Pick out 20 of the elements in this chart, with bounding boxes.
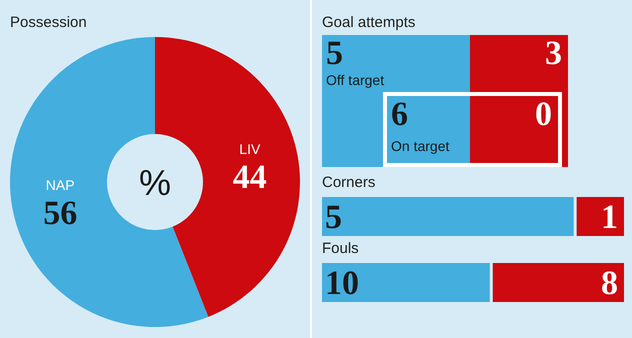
text: Goal attempts [322,14,416,31]
chart-title: Fouls [322,240,359,257]
data-label: 1 [601,199,618,236]
chart-title: Possession [10,14,87,31]
data-label: 44 [232,158,267,196]
donut-slice [10,37,208,327]
data-label: 6 [391,96,408,133]
data-label: 10 [325,265,359,302]
slice-label: NAP [46,177,75,194]
category-label: On target [391,138,450,154]
data-label: 5 [325,199,342,236]
slice-label: LIV [239,140,261,157]
data-label: 3 [545,35,562,72]
data-label: 0 [535,96,552,133]
data-label: 5 [326,35,343,72]
data-label: 56 [43,195,78,232]
category-label: Off target [326,72,384,88]
data-label: 8 [601,265,618,302]
text: % [138,162,172,203]
chart-title: Corners [322,174,376,191]
